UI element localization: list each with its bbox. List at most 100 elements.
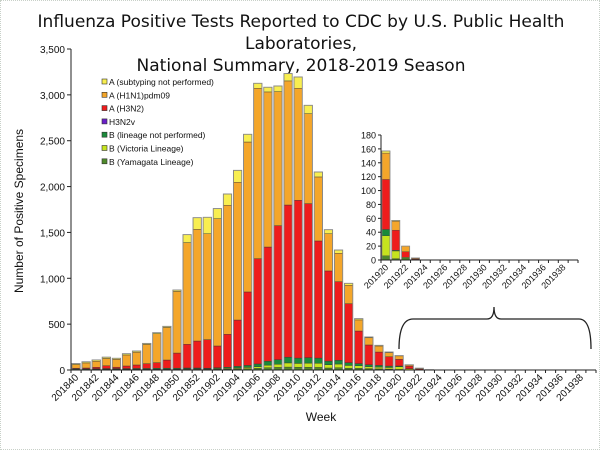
bar-stack-201907 bbox=[264, 87, 272, 370]
bar-segment bbox=[284, 357, 292, 363]
bar-segment bbox=[143, 344, 151, 363]
x-axis-label: Week bbox=[306, 410, 337, 424]
legend-label: B (Yamagata Lineage) bbox=[109, 157, 194, 167]
bar-stack-201901 bbox=[203, 217, 211, 370]
bar-segment bbox=[254, 83, 262, 88]
bar-segment bbox=[345, 363, 353, 366]
inset-y-tick-label: 60 bbox=[366, 214, 376, 224]
legend-label: A (subtyping not performed) bbox=[109, 77, 214, 87]
inset-bar-segment bbox=[392, 251, 400, 259]
inset-bar-segment bbox=[382, 236, 390, 256]
bar-segment bbox=[203, 217, 211, 233]
bar-segment bbox=[345, 285, 353, 303]
legend-swatch bbox=[102, 132, 107, 137]
bar-stack-201912 bbox=[314, 172, 322, 370]
bar-stack-201908 bbox=[274, 86, 282, 370]
bar-stack-201918 bbox=[375, 345, 383, 370]
legend-label: A (H1N1)pdm09 bbox=[109, 90, 170, 100]
legend-swatch bbox=[102, 159, 107, 164]
bar-segment bbox=[294, 200, 302, 358]
bar-stack-201909 bbox=[284, 74, 292, 370]
bar-segment bbox=[223, 334, 231, 367]
y-tick-label: 1,500 bbox=[40, 228, 65, 239]
bar-segment bbox=[163, 360, 171, 368]
bar-segment bbox=[183, 243, 191, 345]
bar-stack-201911 bbox=[304, 105, 312, 370]
bar-segment bbox=[112, 367, 120, 368]
bar-segment bbox=[314, 172, 322, 177]
inset-y-tick-label: 140 bbox=[361, 158, 376, 168]
bar-segment bbox=[153, 334, 161, 363]
bar-segment bbox=[264, 247, 272, 361]
bar-segment bbox=[385, 357, 393, 366]
bar-segment bbox=[385, 366, 393, 367]
inset-bar-segment bbox=[382, 229, 390, 235]
bar-stack-201850 bbox=[173, 290, 181, 370]
bar-segment bbox=[284, 205, 292, 357]
legend-label: H3N2v bbox=[109, 117, 136, 127]
inset-y-tick-label: 160 bbox=[361, 144, 376, 154]
bar-segment bbox=[254, 367, 262, 369]
inset-bar-segment bbox=[392, 221, 400, 230]
bar-segment bbox=[375, 365, 383, 367]
bar-stack-201840 bbox=[72, 364, 80, 370]
legend-item: B (Yamagata Lineage) bbox=[102, 157, 194, 167]
bar-segment bbox=[314, 363, 322, 367]
bar-stack-201915 bbox=[345, 283, 353, 370]
bar-segment bbox=[244, 142, 252, 292]
bar-segment bbox=[203, 340, 211, 369]
inset-y-tick-label: 100 bbox=[361, 186, 376, 196]
bar-segment bbox=[72, 364, 80, 368]
bar-segment bbox=[365, 345, 373, 365]
bar-stack-201916 bbox=[355, 319, 363, 370]
bar-segment bbox=[324, 361, 332, 365]
bar-segment bbox=[244, 134, 252, 142]
bar-segment bbox=[122, 366, 130, 369]
bar-stack-201852 bbox=[193, 218, 201, 370]
bar-segment bbox=[173, 353, 181, 368]
bar-segment bbox=[304, 105, 312, 113]
y-axis-label: Number of Positive Specimens bbox=[12, 129, 26, 293]
bar-stack-201917 bbox=[365, 337, 373, 370]
bar-stack-201906 bbox=[254, 83, 262, 370]
inset-y-tick-label: 20 bbox=[366, 242, 376, 252]
bar-stack-201847 bbox=[143, 343, 151, 370]
inset-bar-stack-201921 bbox=[392, 220, 400, 260]
bar-segment bbox=[324, 234, 332, 271]
legend-item: B (lineage not performed) bbox=[102, 130, 206, 140]
y-tick-label: 2,500 bbox=[40, 137, 65, 148]
zoom-brace bbox=[399, 307, 591, 349]
bar-segment bbox=[92, 361, 100, 367]
bar-segment bbox=[102, 366, 110, 369]
bar-stack-201903 bbox=[223, 194, 231, 370]
bar-segment bbox=[294, 363, 302, 367]
legend-swatch bbox=[102, 119, 107, 124]
bar-segment bbox=[102, 358, 110, 365]
bar-segment bbox=[223, 194, 231, 205]
bar-stack-201849 bbox=[163, 326, 171, 370]
bar-stack-201843 bbox=[102, 357, 110, 370]
bar-segment bbox=[355, 320, 363, 331]
bar-segment bbox=[244, 365, 252, 367]
bar-segment bbox=[254, 259, 262, 364]
bar-segment bbox=[254, 364, 262, 367]
bar-segment bbox=[395, 367, 403, 370]
inset-y-tick-label: 120 bbox=[361, 172, 376, 182]
inset-y-tick-label: 0 bbox=[371, 256, 376, 266]
bar-segment bbox=[324, 230, 332, 234]
legend-item: B (Victoria Lineage) bbox=[102, 144, 184, 154]
bar-segment bbox=[183, 344, 191, 368]
bar-segment bbox=[385, 367, 393, 369]
bar-segment bbox=[304, 363, 312, 367]
inset-bar-stack-201920 bbox=[382, 151, 390, 260]
bar-segment bbox=[385, 353, 393, 357]
legend-label: B (Victoria Lineage) bbox=[109, 144, 184, 154]
bar-segment bbox=[375, 367, 383, 369]
bar-segment bbox=[334, 282, 342, 361]
bar-segment bbox=[334, 364, 342, 368]
inset-bar-segment bbox=[402, 246, 410, 252]
bar-segment bbox=[264, 361, 272, 365]
inset-y-tick-label: 40 bbox=[366, 228, 376, 238]
bar-segment bbox=[274, 86, 282, 92]
